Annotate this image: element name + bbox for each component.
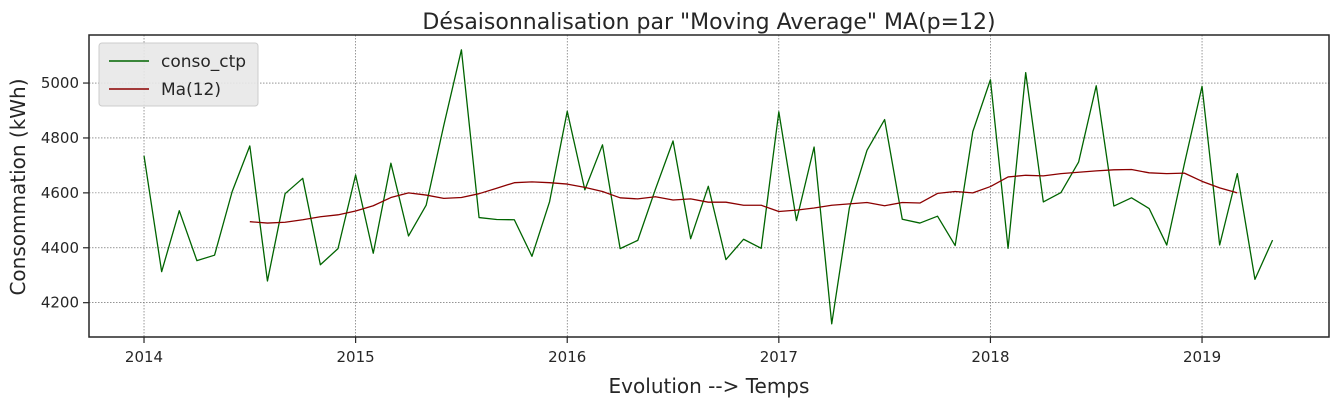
- y-tick-label: 4200: [41, 294, 79, 312]
- x-tick-label: 2017: [760, 348, 798, 366]
- x-tick-label: 2015: [337, 348, 375, 366]
- plot-frame: [88, 34, 1330, 338]
- legend-box: [98, 42, 259, 107]
- x-axis-ticks: 2014 2015 2016 2017 2018 2019: [125, 337, 1221, 366]
- legend-label-conso-ctp: conso_ctp: [161, 52, 246, 72]
- x-tick-label: 2016: [548, 348, 586, 366]
- series-line-ma-12: [249, 168, 1238, 224]
- y-axis-title: Consommation (kWh): [6, 78, 30, 295]
- y-tick-label: 5000: [41, 74, 79, 92]
- y-tick-label: 4400: [41, 239, 79, 257]
- x-tick-label: 2018: [971, 348, 1009, 366]
- legend: conso_ctp Ma(12): [98, 42, 259, 107]
- x-tick-label: 2019: [1183, 348, 1221, 366]
- y-axis-ticks: 4200 4400 4600 4800 5000: [41, 74, 89, 312]
- chart-title: Désaisonnalisation par "Moving Average" …: [422, 10, 995, 35]
- series-line-conso-ctp: [143, 49, 1274, 325]
- y-tick-label: 4800: [41, 129, 79, 147]
- legend-label-ma12: Ma(12): [161, 80, 221, 100]
- y-tick-label: 4600: [41, 184, 79, 202]
- x-tick-label: 2014: [125, 348, 163, 366]
- x-axis-title: Evolution --> Temps: [609, 374, 810, 398]
- series-lines: [143, 49, 1274, 325]
